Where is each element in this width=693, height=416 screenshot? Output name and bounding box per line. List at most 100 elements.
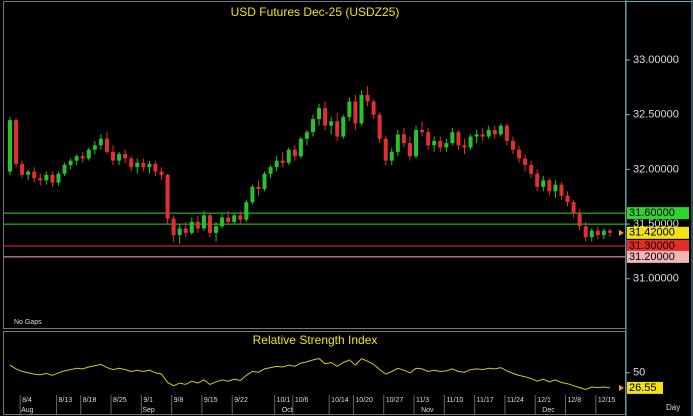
candle-body (541, 180, 546, 187)
month-label: Dec (542, 407, 555, 414)
candle-body (401, 134, 406, 144)
candle-body (577, 213, 582, 227)
candle-body (177, 228, 182, 236)
last-price-arrow (619, 229, 624, 236)
candle-body (92, 145, 97, 150)
candle-body (523, 158, 528, 165)
candle-body (547, 180, 552, 192)
candle-body (298, 138, 303, 157)
rsi-last-arrow (619, 384, 624, 391)
candle-body (426, 132, 431, 146)
candle-body (420, 129, 425, 133)
level-label-bg (627, 239, 689, 252)
candle-body (601, 230, 606, 236)
candle-body (589, 230, 594, 238)
candle-body (183, 228, 188, 233)
x-tick-label: 8/13 (58, 397, 72, 404)
candle-body (480, 134, 485, 137)
candle-body (280, 160, 285, 163)
candle-body (407, 143, 412, 157)
candle-body (468, 136, 473, 148)
level-label: 31.60000 (629, 207, 675, 219)
candle-body (492, 129, 497, 135)
candle-body (317, 108, 322, 120)
candle-body (189, 221, 194, 233)
x-tick-label: 9/8 (174, 397, 184, 404)
candle-body (44, 174, 49, 181)
x-tick-label: 8/4 (22, 397, 32, 404)
candle-body (26, 171, 31, 175)
candle-body (432, 140, 437, 146)
candle-body (456, 132, 461, 146)
candle-body (98, 138, 103, 146)
x-tick-label: 11/10 (446, 397, 463, 404)
x-tick-label: 10/1 (277, 397, 291, 404)
candle-body (244, 202, 249, 220)
candle-body (510, 140, 515, 150)
candle-body (14, 120, 19, 164)
candle-body (504, 125, 509, 141)
candle-body (123, 154, 128, 159)
level-label-bg (627, 207, 689, 220)
x-tick-label: 12/8 (568, 397, 582, 404)
candle-body (383, 138, 388, 161)
candle-body (147, 163, 152, 168)
candle-body (607, 230, 612, 233)
candle-body (56, 173, 61, 183)
candle-body (32, 171, 37, 179)
candle-body (304, 132, 309, 139)
x-tick-label: 8/25 (113, 397, 127, 404)
candle-body (20, 163, 25, 175)
candle-body (117, 154, 122, 161)
candle-body (129, 158, 134, 168)
candle-body (571, 202, 576, 214)
candle-body (444, 143, 449, 148)
candle-body (450, 132, 455, 144)
y-tick-label: 50 (633, 367, 645, 379)
candle-body (38, 178, 43, 181)
y-tick-label: 33.00000 (633, 54, 679, 66)
candle-body (365, 94, 370, 102)
level-label-bg (627, 250, 689, 263)
candle-body (171, 218, 176, 236)
candle-body (74, 156, 79, 161)
candle-body (62, 165, 67, 174)
note: No Gaps (14, 319, 42, 326)
candle-body (238, 215, 243, 220)
month-label: Aug (21, 407, 34, 414)
candle-body (353, 101, 358, 124)
chart-title: USD Futures Dec-25 (USDZ25) (231, 5, 400, 19)
candle-body (104, 138, 109, 152)
candle-body (207, 215, 212, 233)
candle-body (50, 174, 55, 183)
candle-body (329, 121, 334, 126)
x-tick-label: 10/27 (386, 397, 404, 404)
candle-body (377, 114, 382, 139)
candle-body (341, 116, 346, 137)
rsi-title: Relative Strength Index (253, 333, 378, 347)
candle-body (256, 186, 261, 190)
candle-body (359, 94, 364, 124)
candle-body (474, 134, 479, 137)
candle-body (335, 121, 340, 137)
candle-body (220, 217, 225, 227)
candle-body (323, 108, 328, 126)
candle-body (529, 165, 534, 174)
candle-body (141, 162, 146, 168)
candle-body (553, 184, 558, 192)
x-tick-label: 11/3 (416, 397, 429, 404)
candle-body (250, 186, 255, 203)
candle-body (583, 226, 588, 238)
x-tick-label: 11/24 (507, 397, 524, 404)
last-price-label: 31.42000 (629, 227, 675, 239)
x-tick-label: 9/1 (143, 397, 153, 404)
candle-body (232, 215, 237, 222)
rsi-last-bg (627, 381, 663, 394)
candle-body (68, 160, 73, 165)
month-label: Sep (142, 407, 155, 414)
x-tick-label: 9/15 (204, 397, 218, 404)
candle-body (268, 167, 273, 174)
x-tick-label: 12/15 (598, 397, 616, 404)
candle-body (371, 101, 376, 115)
